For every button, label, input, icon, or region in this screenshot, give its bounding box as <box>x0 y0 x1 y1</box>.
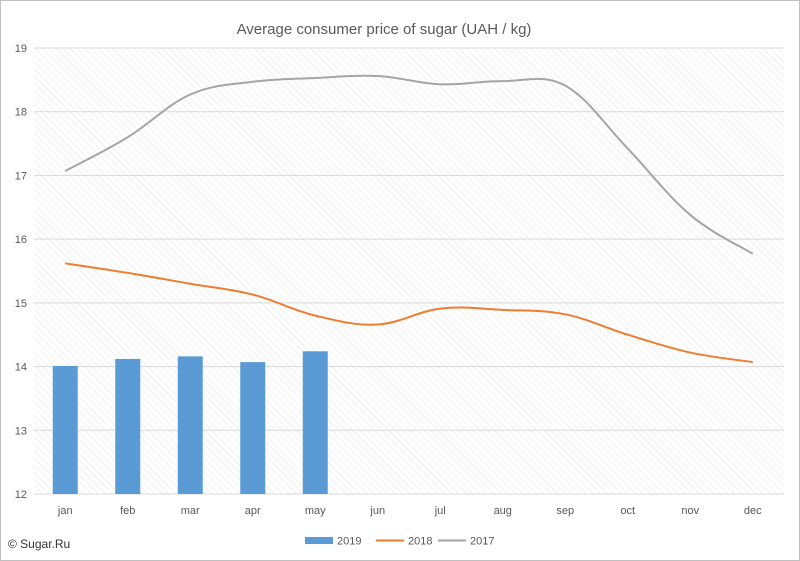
x-tick-label: oct <box>620 505 635 517</box>
bar <box>177 356 203 494</box>
y-tick-label: 17 <box>15 170 27 182</box>
legend: 2019 2018 2017 <box>305 536 494 548</box>
x-tick-label: jul <box>434 505 446 517</box>
y-tick-label: 15 <box>15 298 27 310</box>
bar <box>52 365 78 494</box>
legend-label: 2018 <box>408 536 432 548</box>
line-2018 <box>65 262 753 364</box>
y-tick-label: 18 <box>15 107 27 119</box>
legend-label: 2017 <box>470 536 494 548</box>
line-series <box>64 74 754 364</box>
y-tick-label: 12 <box>15 489 27 501</box>
x-tick-label: feb <box>120 505 135 517</box>
x-tick-label: jun <box>369 505 385 517</box>
x-tick-label: mar <box>181 505 200 517</box>
bar <box>115 358 141 494</box>
y-tick-label: 13 <box>15 425 27 437</box>
bar <box>240 362 266 494</box>
plot-area <box>34 48 784 494</box>
x-tick-label: nov <box>681 505 699 517</box>
chart-title: Average consumer price of sugar (UAH / k… <box>237 21 532 38</box>
credit-label: © Sugar.Ru <box>8 537 70 551</box>
x-tick-label: aug <box>494 505 512 517</box>
x-tick-label: may <box>305 505 326 517</box>
y-tick-label: 16 <box>15 234 27 246</box>
x-tick-label: apr <box>245 505 261 517</box>
line-2017 <box>64 74 754 255</box>
x-tick-label: dec <box>744 505 762 517</box>
x-axis-ticks: jan feb mar apr may jun jul aug sep oct nov dec <box>57 505 762 517</box>
y-tick-label: 19 <box>15 43 27 55</box>
y-tick-label: 14 <box>15 362 27 374</box>
bar <box>302 351 328 494</box>
y-axis-ticks: 12 13 14 15 16 17 18 19 <box>15 43 27 501</box>
x-tick-label: sep <box>556 505 574 517</box>
legend-label: 2019 <box>337 536 361 548</box>
x-tick-label: jan <box>57 505 73 517</box>
gridlines <box>34 47 784 495</box>
legend-swatch <box>305 537 333 544</box>
bars-2019 <box>52 351 328 494</box>
